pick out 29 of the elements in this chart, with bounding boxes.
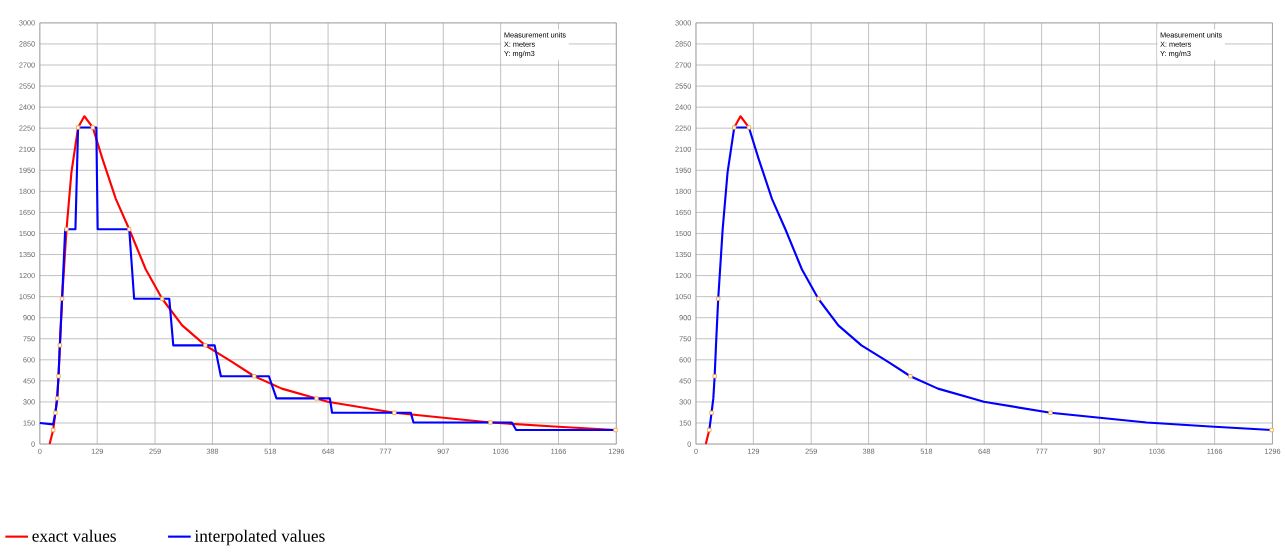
point: [203, 343, 208, 348]
point: [1269, 428, 1274, 433]
point: [56, 374, 61, 379]
point: [392, 410, 397, 416]
point: [746, 125, 752, 130]
point: [64, 227, 69, 232]
point: [59, 296, 65, 302]
point: [160, 296, 165, 302]
point: [613, 428, 618, 433]
point: [127, 227, 132, 232]
point: [707, 428, 712, 433]
point: [90, 125, 95, 130]
point: [716, 296, 721, 302]
point: [488, 420, 493, 425]
point: [51, 428, 56, 433]
legend-label: interpolated values: [194, 529, 325, 546]
point: [712, 374, 717, 379]
point: [732, 125, 737, 130]
point: [709, 410, 714, 416]
point: [75, 125, 81, 130]
point: [314, 396, 319, 401]
point: [816, 296, 821, 302]
legend-label: exact values: [32, 529, 116, 543]
point: [252, 374, 257, 379]
point: [908, 374, 913, 379]
point: [1048, 410, 1053, 416]
point: [57, 343, 62, 348]
point: [53, 410, 58, 416]
point: [55, 396, 60, 401]
